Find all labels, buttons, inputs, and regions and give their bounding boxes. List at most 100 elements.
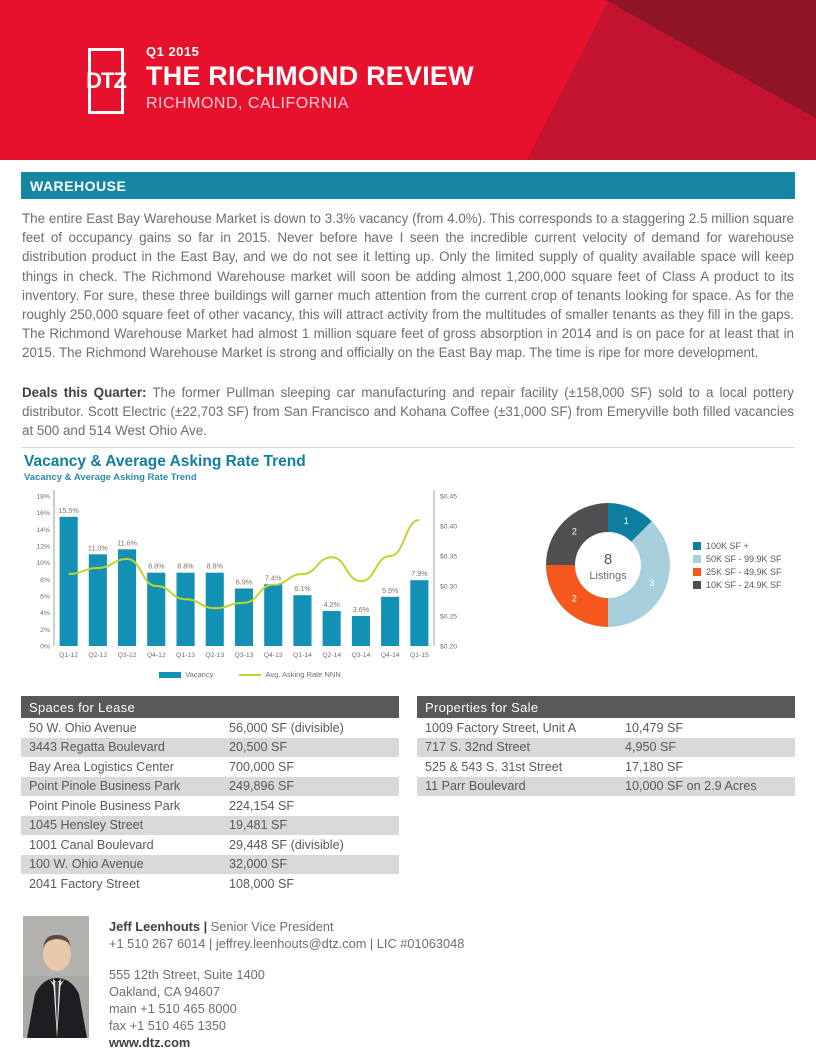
svg-text:Q2-12: Q2-12: [88, 652, 107, 659]
svg-text:Q1-14: Q1-14: [293, 652, 312, 659]
vacancy-rate-chart-svg: 0% 2% 4% 6% 8% 10% 12% 14% 16% 18% $0.20 $0.25 $0.30…: [36, 490, 457, 659]
report-header: DTZ Q1 2015 THE RICHMOND REVIEW RICHMOND…: [0, 0, 816, 160]
lease-address: 1001 Canal Boulevard: [29, 837, 154, 852]
broker-contact-line[interactable]: +1 510 267 6014 | jeffrey.leenhouts@dtz.…: [109, 936, 465, 951]
donut-swatch-0: [693, 541, 701, 550]
donut-swatch-3: [693, 580, 701, 589]
report-quarter: Q1 2015: [146, 44, 200, 59]
legend-item-asking-rate: Avg. Asking Rate NNN: [239, 670, 341, 679]
svg-text:5.9%: 5.9%: [382, 586, 399, 595]
svg-text:6%: 6%: [40, 594, 50, 601]
lease-table-header: Spaces for Lease: [21, 696, 399, 718]
properties-for-sale-table: Properties for Sale 1009 Factory Street,…: [417, 696, 795, 894]
lease-size: 224,154 SF: [229, 798, 295, 813]
svg-text:8: 8: [604, 551, 612, 568]
svg-text:2: 2: [572, 594, 577, 604]
deals-text: The former Pullman sleeping car manufact…: [22, 385, 794, 439]
lease-size: 29,448 SF (divisible): [229, 837, 344, 852]
table-row: 525 & 543 S. 31st Street 17,180 SF: [417, 757, 795, 777]
vacancy-rate-chart: 0% 2% 4% 6% 8% 10% 12% 14% 16% 18% $0.20 $0.25 $0.30…: [20, 484, 480, 679]
sale-address: 11 Parr Boulevard: [425, 779, 526, 794]
sale-size: 17,180 SF: [625, 759, 684, 774]
svg-text:1: 1: [624, 516, 629, 526]
lease-address: 2041 Factory Street: [29, 876, 140, 891]
asking-rate-legend-label: Avg. Asking Rate NNN: [265, 670, 341, 679]
table-row: Bay Area Logistics Center 700,000 SF: [21, 757, 399, 777]
donut-legend-label-0: 100K SF +: [706, 540, 749, 551]
table-row: 3443 Regatta Boulevard 20,500 SF: [21, 737, 399, 757]
contact-footer: Jeff Leenhouts | Senior Vice President +…: [23, 916, 464, 1051]
chart-legend: Vacancy Avg. Asking Rate NNN: [20, 670, 480, 679]
svg-text:6.1%: 6.1%: [294, 584, 311, 593]
lease-address: Point Pinole Business Park: [29, 779, 181, 794]
lease-address: Bay Area Logistics Center: [29, 759, 174, 774]
sale-size: 10,000 SF on 2.9 Acres: [625, 779, 757, 794]
lease-size: 108,000 SF: [229, 876, 295, 891]
svg-text:2: 2: [572, 526, 577, 536]
chart-section-title: Vacancy & Average Asking Rate Trend: [24, 453, 306, 470]
svg-text:7.9%: 7.9%: [411, 569, 428, 578]
table-row: 50 W. Ohio Avenue 56,000 SF (divisible): [21, 718, 399, 738]
svg-text:16%: 16%: [36, 510, 50, 517]
dtz-logo-text: DTZ: [86, 68, 127, 93]
legend-item-vacancy: Vacancy: [159, 670, 213, 679]
svg-text:Q4-14: Q4-14: [381, 652, 400, 659]
sale-address: 1009 Factory Street, Unit A: [425, 720, 577, 735]
dtz-website-link[interactable]: www.dtz.com: [109, 1035, 191, 1050]
svg-text:Q3-12: Q3-12: [118, 652, 137, 659]
svg-text:7.4%: 7.4%: [265, 573, 282, 582]
donut-swatch-2: [693, 567, 701, 576]
lease-size: 20,500 SF: [229, 740, 288, 755]
report-subtitle: RICHMOND, CALIFORNIA: [146, 95, 349, 112]
donut-legend-label-1: 50K SF - 99.9K SF: [706, 553, 782, 564]
donut-legend: 100K SF + 50K SF - 99.9K SF 25K SF - 49.…: [693, 538, 782, 593]
svg-text:Q2-14: Q2-14: [322, 652, 341, 659]
svg-text:$0.25: $0.25: [440, 614, 457, 621]
sale-address: 525 & 543 S. 31st Street: [425, 759, 563, 774]
svg-text:10%: 10%: [36, 560, 50, 567]
svg-text:8.8%: 8.8%: [177, 562, 194, 571]
broker-photo: [23, 916, 89, 1038]
svg-text:18%: 18%: [36, 494, 50, 501]
svg-text:$0.40: $0.40: [440, 524, 457, 531]
donut-legend-item: 25K SF - 49.9K SF: [693, 567, 782, 577]
svg-text:15.5%: 15.5%: [58, 506, 79, 515]
lease-address: Point Pinole Business Park: [29, 798, 181, 813]
table-row: 1045 Hensley Street 19,481 SF: [21, 815, 399, 835]
svg-text:2%: 2%: [40, 627, 50, 634]
listings-donut-chart: 1 3 2 2 8 Listings 100K SF + 50K SF - 99.9K S…: [543, 500, 782, 630]
table-row: 2041 Factory Street 108,000 SF: [21, 874, 399, 894]
svg-text:6.9%: 6.9%: [236, 578, 253, 587]
svg-text:11.0%: 11.0%: [88, 543, 108, 552]
svg-text:4.2%: 4.2%: [324, 600, 341, 609]
svg-text:Q4-12: Q4-12: [147, 652, 166, 659]
table-row: 717 S. 32nd Street 4,950 SF: [417, 737, 795, 757]
dtz-logo: DTZ: [86, 48, 127, 114]
office-address-line1: 555 12th Street, Suite 1400: [109, 967, 265, 982]
svg-text:8.8%: 8.8%: [207, 562, 224, 571]
broker-title: Senior Vice President: [207, 919, 334, 934]
sale-table-header: Properties for Sale: [417, 696, 795, 718]
svg-text:Q4-13: Q4-13: [264, 652, 283, 659]
office-address-line2: Oakland, CA 94607: [109, 984, 220, 999]
table-row: 100 W. Ohio Avenue 32,000 SF: [21, 854, 399, 874]
svg-text:Q3-13: Q3-13: [235, 652, 254, 659]
lease-size: 32,000 SF: [229, 857, 288, 872]
lease-size: 19,481 SF: [229, 818, 288, 833]
donut-legend-item: 10K SF - 24.9K SF: [693, 580, 782, 590]
svg-text:Q3-14: Q3-14: [351, 652, 370, 659]
svg-text:3: 3: [649, 578, 654, 588]
svg-text:0%: 0%: [40, 644, 50, 651]
table-row: 11 Parr Boulevard 10,000 SF on 2.9 Acres: [417, 776, 795, 796]
lease-size: 56,000 SF (divisible): [229, 720, 344, 735]
donut-legend-item: 100K SF +: [693, 541, 782, 551]
svg-text:Q1-13: Q1-13: [176, 652, 195, 659]
svg-text:Listings: Listings: [589, 570, 627, 582]
spaces-for-lease-table: Spaces for Lease 50 W. Ohio Avenue 56,000…: [21, 696, 399, 894]
warehouse-section-banner: WAREHOUSE: [21, 172, 795, 199]
svg-text:$0.30: $0.30: [440, 584, 457, 591]
broker-name: Jeff Leenhouts |: [109, 919, 208, 934]
donut-legend-label-3: 10K SF - 24.9K SF: [706, 579, 782, 590]
lease-address: 1045 Hensley Street: [29, 818, 144, 833]
